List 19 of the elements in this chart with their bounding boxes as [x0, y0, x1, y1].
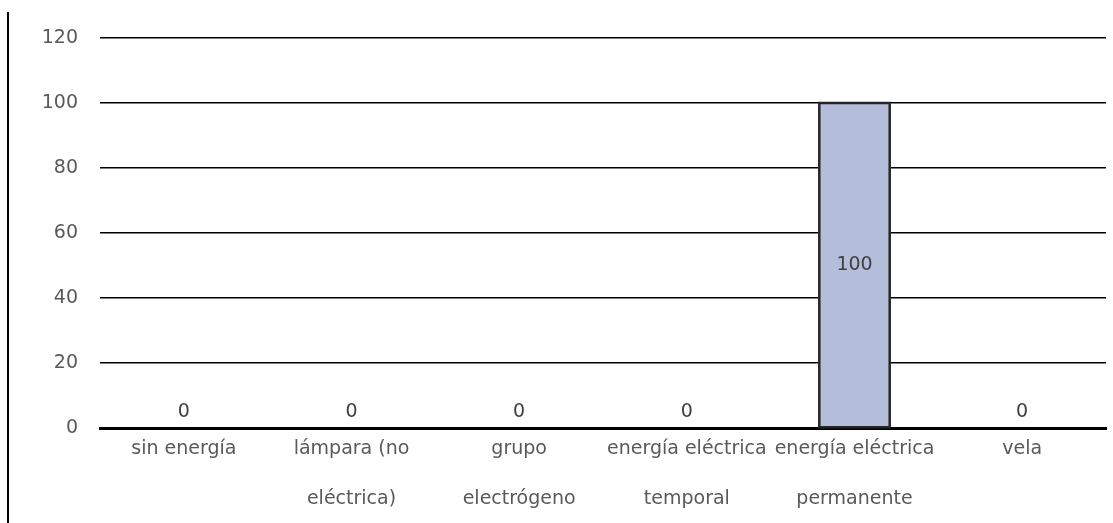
data-label: 0	[177, 399, 190, 422]
y-tick-label: 120	[41, 24, 78, 47]
x-tick-label: vela	[1002, 435, 1043, 458]
category-label: grupo electrógeno	[462, 435, 576, 508]
category-label: energía eléctrica permanente	[774, 435, 935, 508]
data-label: 0	[345, 399, 358, 422]
data-label: 0	[1016, 399, 1029, 422]
y-tick-label: 0	[65, 414, 78, 437]
data-label: 0	[513, 399, 526, 422]
x-tick-label: sin energía	[131, 435, 237, 458]
y-tick-label: 20	[53, 349, 78, 372]
y-tick-label: 60	[53, 219, 78, 242]
data-label: 100	[836, 252, 873, 275]
category-label: energía eléctrica temporal	[607, 435, 767, 508]
y-tick-label: 100	[41, 89, 78, 112]
data-label: 0	[680, 399, 693, 422]
category-label: lámpara (no eléctrica)	[293, 435, 410, 508]
y-tick-label: 40	[53, 284, 78, 307]
y-tick-label: 80	[53, 154, 78, 177]
